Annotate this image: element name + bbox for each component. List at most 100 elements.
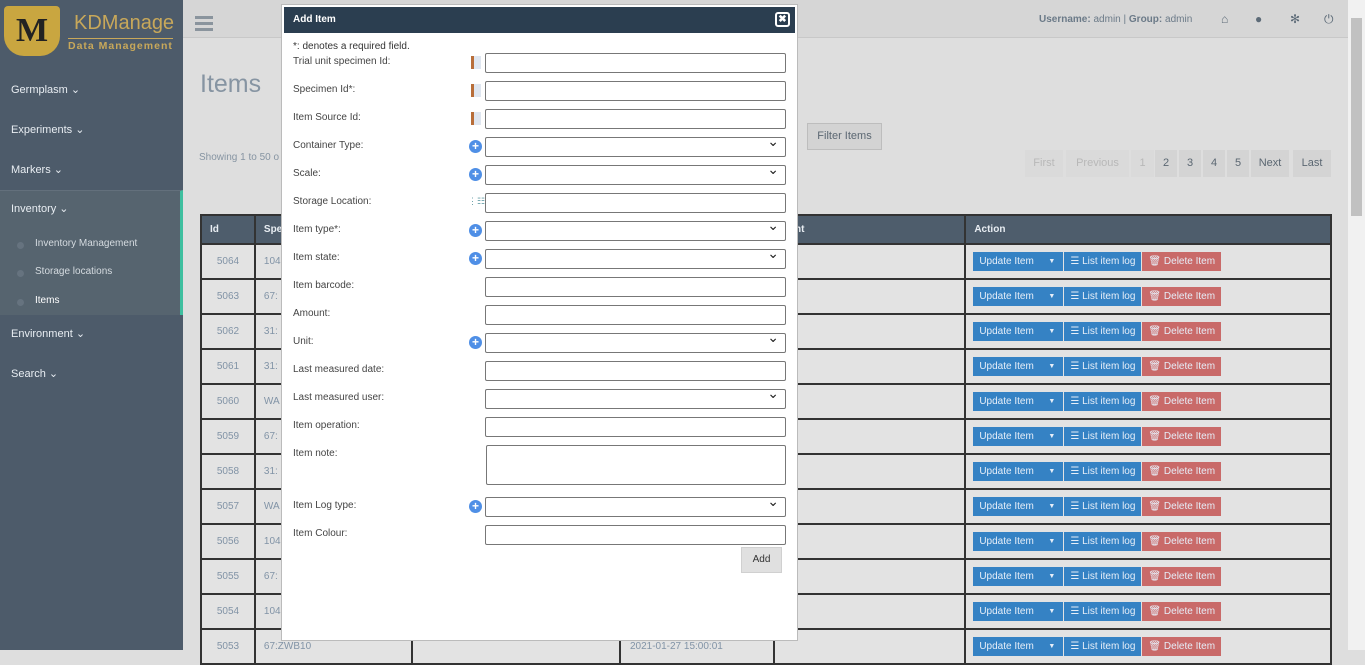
update-item-button[interactable]: Update Item ▼ — [973, 567, 1064, 586]
list-item-log-button[interactable]: ☰ List item log — [1064, 252, 1142, 271]
item-note-input[interactable] — [486, 445, 786, 485]
filter-items-button[interactable]: Filter Items — [807, 123, 882, 150]
update-item-button[interactable]: Update Item ▼ — [973, 357, 1064, 376]
delete-item-button[interactable]: 🗑 Delete Item — [1142, 357, 1222, 376]
caret-down-icon[interactable]: ▼ — [1048, 363, 1056, 370]
cell-id[interactable]: 5058 — [200, 453, 256, 490]
amount-input[interactable] — [485, 305, 786, 325]
lookup-book-icon[interactable] — [471, 112, 481, 125]
update-item-button[interactable]: Update Item ▼ — [973, 252, 1064, 271]
sidebar-item-markers[interactable]: Markers ⌄ — [11, 163, 63, 176]
cell-id[interactable]: 5063 — [200, 278, 256, 315]
cell-id[interactable]: 5059 — [200, 418, 256, 455]
delete-item-button[interactable]: 🗑 Delete Item — [1142, 637, 1222, 656]
sidebar-item-experiments[interactable]: Experiments ⌄ — [11, 123, 84, 136]
caret-down-icon[interactable]: ▼ — [1048, 433, 1056, 440]
update-item-button[interactable]: Update Item ▼ — [973, 602, 1064, 621]
column-header[interactable]: ount — [772, 214, 967, 245]
column-header[interactable]: Action — [964, 214, 1332, 245]
cell-id[interactable]: 5053 — [200, 628, 256, 665]
delete-item-button[interactable]: 🗑 Delete Item — [1142, 427, 1222, 446]
caret-down-icon[interactable]: ▼ — [1048, 258, 1056, 265]
container-type-select[interactable] — [485, 133, 786, 157]
list-item-log-button[interactable]: ☰ List item log — [1064, 322, 1142, 341]
sidebar-subitem[interactable]: Inventory Management — [35, 238, 138, 249]
tree-browse-icon[interactable]: ⋮☷ — [468, 196, 486, 206]
cell-id[interactable]: 5061 — [200, 348, 256, 385]
caret-down-icon[interactable]: ▼ — [1048, 573, 1056, 580]
list-item-log-button[interactable]: ☰ List item log — [1064, 497, 1142, 516]
list-item-log-button[interactable]: ☰ List item log — [1064, 602, 1142, 621]
list-item-log-button[interactable]: ☰ List item log — [1064, 567, 1142, 586]
page-1[interactable]: 1 — [1131, 150, 1154, 177]
delete-item-button[interactable]: 🗑 Delete Item — [1142, 497, 1222, 516]
update-item-button[interactable]: Update Item ▼ — [973, 427, 1064, 446]
item-colour-input[interactable] — [485, 525, 786, 545]
item-operation-input[interactable] — [485, 417, 786, 437]
list-item-log-button[interactable]: ☰ List item log — [1064, 427, 1142, 446]
list-item-log-button[interactable]: ☰ List item log — [1064, 532, 1142, 551]
sidebar-item-environment[interactable]: Environment ⌄ — [11, 327, 85, 340]
add-circle-icon[interactable]: + — [469, 336, 482, 349]
update-item-button[interactable]: Update Item ▼ — [973, 322, 1064, 341]
last-measured-user-select[interactable] — [485, 385, 786, 409]
cell-id[interactable]: 5062 — [200, 313, 256, 350]
page-previous[interactable]: Previous — [1066, 150, 1129, 177]
cell-id[interactable]: 5057 — [200, 488, 256, 525]
storage-location-input[interactable] — [485, 193, 786, 213]
list-item-log-button[interactable]: ☰ List item log — [1064, 287, 1142, 306]
update-item-button[interactable]: Update Item ▼ — [973, 462, 1064, 481]
cell-id[interactable]: 5054 — [200, 593, 256, 630]
list-item-log-button[interactable]: ☰ List item log — [1064, 392, 1142, 411]
page-4[interactable]: 4 — [1203, 150, 1225, 177]
lookup-book-icon[interactable] — [471, 84, 481, 97]
update-item-button[interactable]: Update Item ▼ — [973, 637, 1064, 656]
home-icon[interactable]: ⌂ — [1221, 12, 1229, 26]
page-3[interactable]: 3 — [1179, 150, 1201, 177]
sidebar-subitem[interactable]: Items — [35, 295, 60, 306]
caret-down-icon[interactable]: ▼ — [1048, 468, 1056, 475]
sidebar-item-search[interactable]: Search ⌄ — [11, 367, 58, 380]
close-icon[interactable]: ✖ — [775, 12, 790, 27]
add-circle-icon[interactable]: + — [469, 140, 482, 153]
page-next[interactable]: Next — [1251, 150, 1289, 177]
list-item-log-button[interactable]: ☰ List item log — [1064, 462, 1142, 481]
add-circle-icon[interactable]: + — [469, 168, 482, 181]
item-type-select[interactable] — [485, 217, 786, 241]
delete-item-button[interactable]: 🗑 Delete Item — [1142, 602, 1222, 621]
add-circle-icon[interactable]: + — [469, 252, 482, 265]
add-circle-icon[interactable]: + — [469, 500, 482, 513]
caret-down-icon[interactable]: ▼ — [1048, 398, 1056, 405]
update-item-button[interactable]: Update Item ▼ — [973, 287, 1064, 306]
sidebar-item-germplasm[interactable]: Germplasm ⌄ — [11, 83, 80, 96]
list-item-log-button[interactable]: ☰ List item log — [1064, 637, 1142, 656]
delete-item-button[interactable]: 🗑 Delete Item — [1142, 532, 1222, 551]
update-item-button[interactable]: Update Item ▼ — [973, 532, 1064, 551]
delete-item-button[interactable]: 🗑 Delete Item — [1142, 567, 1222, 586]
page-2[interactable]: 2 — [1155, 150, 1177, 177]
delete-item-button[interactable]: 🗑 Delete Item — [1142, 462, 1222, 481]
add-button[interactable]: Add — [741, 547, 782, 573]
caret-down-icon[interactable]: ▼ — [1048, 643, 1056, 650]
scrollbar[interactable] — [1348, 0, 1365, 650]
caret-down-icon[interactable]: ▼ — [1048, 503, 1056, 510]
last-measured-date-input[interactable] — [485, 361, 786, 381]
lookup-book-icon[interactable] — [471, 56, 481, 69]
help-icon[interactable]: ● — [1255, 12, 1263, 26]
add-circle-icon[interactable]: + — [469, 224, 482, 237]
item-barcode-input[interactable] — [485, 277, 786, 297]
cell-id[interactable]: 5056 — [200, 523, 256, 560]
list-item-log-button[interactable]: ☰ List item log — [1064, 357, 1142, 376]
sidebar-item-inventory[interactable]: Inventory ⌄ — [11, 202, 69, 215]
power-icon[interactable]: ⏻ — [1324, 12, 1334, 26]
caret-down-icon[interactable]: ▼ — [1048, 328, 1056, 335]
scale-select[interactable] — [485, 161, 786, 185]
delete-item-button[interactable]: 🗑 Delete Item — [1142, 392, 1222, 411]
sidebar-subitem[interactable]: Storage locations — [35, 266, 113, 277]
caret-down-icon[interactable]: ▼ — [1048, 293, 1056, 300]
trial-unit-specimen-id-input[interactable] — [485, 53, 786, 73]
column-header[interactable]: Id — [200, 214, 256, 245]
update-item-button[interactable]: Update Item ▼ — [973, 497, 1064, 516]
delete-item-button[interactable]: 🗑 Delete Item — [1142, 322, 1222, 341]
item-source-id-input[interactable] — [485, 109, 786, 129]
